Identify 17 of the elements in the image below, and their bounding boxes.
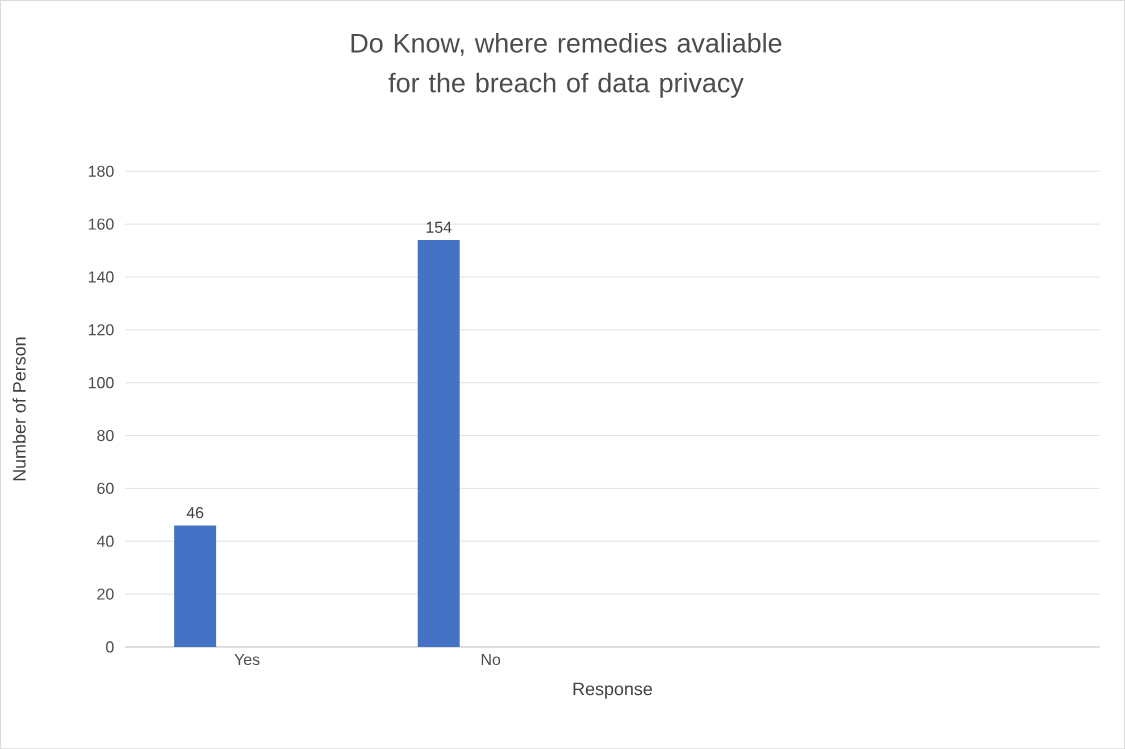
- y-tick-label: 180: [88, 165, 114, 177]
- x-tick-label: No: [481, 653, 501, 665]
- y-axis-title: Number of Person: [12, 337, 26, 481]
- x-tick-label: Yes: [234, 653, 260, 665]
- y-tick-label: 100: [88, 376, 114, 389]
- y-tick-label: 160: [88, 218, 114, 230]
- data-label: 46: [186, 506, 204, 519]
- x-axis-title: Response: [573, 682, 653, 699]
- y-tick-label: 40: [96, 535, 114, 547]
- chart-title: Do Know, where remedies avaliable for the breach of data privacy: [351, 32, 782, 98]
- y-tick-label: 0: [106, 641, 114, 653]
- y-tick-label: 60: [97, 482, 114, 494]
- y-tick-label: 20: [97, 588, 114, 600]
- data-label: 154: [426, 221, 452, 233]
- y-tick-label: 80: [97, 429, 114, 442]
- y-tick-label: 120: [88, 324, 114, 336]
- y-tick-label: 140: [88, 271, 114, 283]
